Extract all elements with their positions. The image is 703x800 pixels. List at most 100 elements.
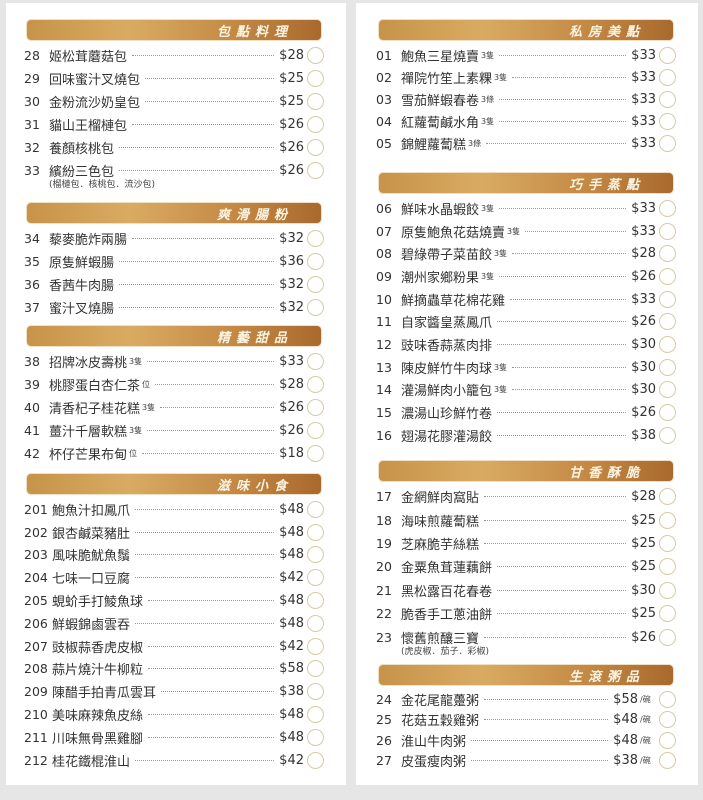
order-checkbox[interactable] xyxy=(659,711,676,729)
order-checkbox[interactable] xyxy=(659,90,676,108)
menu-item: 32 養顏核桃包 $26 xyxy=(24,136,324,159)
item-quantity: 3隻 xyxy=(142,403,156,412)
item-price: $32 xyxy=(279,300,304,315)
order-checkbox[interactable] xyxy=(307,546,324,564)
item-number: 10 xyxy=(376,291,392,307)
order-checkbox[interactable] xyxy=(659,628,676,646)
item-price: $42 xyxy=(279,752,304,768)
order-checkbox[interactable] xyxy=(659,558,676,576)
menu-section: 包點料理 28 姬松茸蘑菇包 $28 29 回味蜜汁叉燒包 $25 30 金粉流沙奶皇包 $25 3… xyxy=(24,20,324,190)
order-checkbox[interactable] xyxy=(659,426,676,444)
order-checkbox[interactable] xyxy=(659,313,676,331)
item-price: $32 xyxy=(279,231,304,246)
order-checkbox[interactable] xyxy=(307,93,324,110)
item-price: $30 xyxy=(631,382,656,398)
order-checkbox[interactable] xyxy=(659,488,676,506)
menu-item: 207 豉椒蒜香虎皮椒 $42 xyxy=(24,635,324,658)
order-checkbox[interactable] xyxy=(659,605,676,623)
order-checkbox[interactable] xyxy=(307,523,324,541)
order-checkbox[interactable] xyxy=(307,353,324,370)
order-checkbox[interactable] xyxy=(307,445,324,462)
order-checkbox[interactable] xyxy=(307,47,324,64)
order-checkbox[interactable] xyxy=(307,422,324,439)
item-number: 34 xyxy=(24,231,40,246)
order-checkbox[interactable] xyxy=(659,46,676,64)
item-number: 13 xyxy=(376,359,392,375)
order-checkbox[interactable] xyxy=(307,70,324,87)
order-checkbox[interactable] xyxy=(307,728,324,746)
item-number: 209 xyxy=(24,684,48,700)
order-checkbox[interactable] xyxy=(659,752,676,770)
order-checkbox[interactable] xyxy=(659,404,676,422)
item-name: 金粟魚茸蓮藕餅 xyxy=(401,561,493,577)
order-checkbox[interactable] xyxy=(307,139,324,156)
item-price: $28 xyxy=(279,377,304,392)
order-checkbox[interactable] xyxy=(307,253,324,270)
menu-item: 02 禪院竹笙上素粿 3隻 $33 xyxy=(376,66,676,88)
order-checkbox[interactable] xyxy=(307,376,324,393)
item-name: 脆香手工蔥油餅 xyxy=(401,608,493,624)
item-number: 38 xyxy=(24,354,40,369)
order-checkbox[interactable] xyxy=(659,690,676,708)
order-checkbox[interactable] xyxy=(307,230,324,247)
order-checkbox[interactable] xyxy=(307,683,324,701)
order-checkbox[interactable] xyxy=(307,751,324,769)
order-checkbox[interactable] xyxy=(659,222,676,240)
order-checkbox[interactable] xyxy=(659,731,676,749)
dotted-leader xyxy=(135,622,275,624)
dotted-leader xyxy=(119,261,275,262)
order-checkbox[interactable] xyxy=(307,500,324,518)
order-checkbox[interactable] xyxy=(659,134,676,152)
item-number: 09 xyxy=(376,268,392,284)
order-checkbox[interactable] xyxy=(659,335,676,353)
order-checkbox[interactable] xyxy=(659,112,676,130)
order-checkbox[interactable] xyxy=(307,399,324,416)
order-checkbox[interactable] xyxy=(659,581,676,599)
order-checkbox[interactable] xyxy=(659,245,676,263)
menu-item: 13 陳皮鮮竹牛肉球 3隻 $30 xyxy=(376,356,676,379)
order-checkbox[interactable] xyxy=(659,267,676,285)
item-number: 31 xyxy=(24,117,40,132)
item-number: 16 xyxy=(376,427,392,443)
order-checkbox[interactable] xyxy=(307,116,324,133)
menu-section: 滋味小食 201 鮑魚汁扣鳳爪 $48 202 銀杏鹹菜豬肚 $48 203 風味脆魷魚鬚 $48… xyxy=(24,474,324,772)
order-checkbox[interactable] xyxy=(659,68,676,86)
item-list: 24 金花尾龍躉粥 $58/碗 25 花菇五穀雞粥 $48/碗 26 淮山牛肉粥 $48/碗 27… xyxy=(376,689,676,771)
order-checkbox[interactable] xyxy=(307,660,324,678)
item-number: 208 xyxy=(24,661,48,677)
item-number: 25 xyxy=(376,712,392,728)
order-checkbox[interactable] xyxy=(659,290,676,308)
dotted-leader xyxy=(147,430,275,431)
menu-item: 05 錦鯉蘿蔔糕 3條 $33 xyxy=(376,132,676,154)
order-checkbox[interactable] xyxy=(307,706,324,724)
dotted-leader xyxy=(484,519,627,521)
item-name: 香茜牛肉腸 xyxy=(49,279,115,294)
item-name: 杯仔芒果布甸 xyxy=(49,448,128,463)
order-checkbox[interactable] xyxy=(659,358,676,376)
order-checkbox[interactable] xyxy=(659,534,676,552)
item-number: 07 xyxy=(376,223,392,239)
menu-item: 38 招牌冰皮壽桃 3隻 $33 xyxy=(24,350,324,373)
order-checkbox[interactable] xyxy=(659,511,676,529)
item-list: 28 姬松茸蘑菇包 $28 29 回味蜜汁叉燒包 $25 30 金粉流沙奶皇包 $25 31 貓山王… xyxy=(24,44,324,182)
order-checkbox[interactable] xyxy=(659,199,676,217)
order-checkbox[interactable] xyxy=(307,162,324,179)
dotted-leader xyxy=(142,453,275,454)
menu-item: 33 繽紛三色包 $26 xyxy=(24,159,324,182)
item-name: 鮮味水晶蝦餃 xyxy=(401,202,480,218)
dotted-leader xyxy=(484,496,627,498)
order-checkbox[interactable] xyxy=(307,637,324,655)
order-checkbox[interactable] xyxy=(307,569,324,587)
item-number: 04 xyxy=(376,113,392,129)
order-checkbox[interactable] xyxy=(307,614,324,632)
item-price: $33 xyxy=(279,354,304,369)
item-number: 01 xyxy=(376,47,392,63)
item-quantity: 3隻 xyxy=(129,357,143,366)
order-checkbox[interactable] xyxy=(307,299,324,316)
dotted-leader xyxy=(484,542,627,544)
order-checkbox[interactable] xyxy=(659,381,676,399)
order-checkbox[interactable] xyxy=(307,592,324,610)
order-checkbox[interactable] xyxy=(307,276,324,293)
item-quantity: 3隻 xyxy=(481,271,495,281)
item-name: 陳醋手拍青瓜雲耳 xyxy=(52,686,157,702)
